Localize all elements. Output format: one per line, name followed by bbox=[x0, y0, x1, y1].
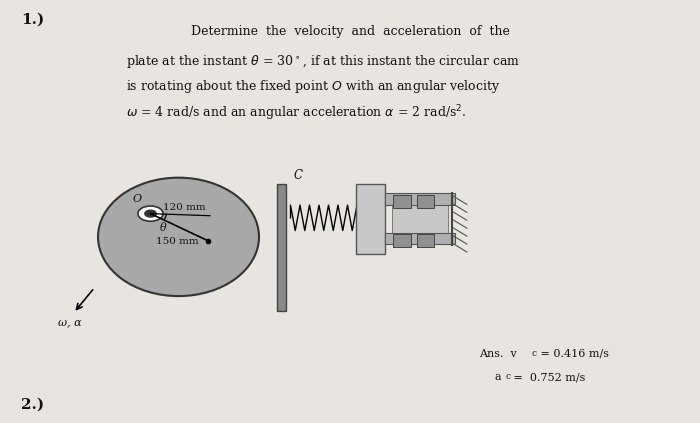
Text: c: c bbox=[505, 372, 510, 381]
Text: C: C bbox=[294, 169, 303, 182]
Bar bbox=[393, 195, 411, 208]
Bar bbox=[276, 184, 286, 311]
Bar bbox=[392, 205, 448, 233]
Text: 1.): 1.) bbox=[21, 13, 44, 27]
Bar bbox=[416, 234, 434, 247]
Text: = 0.416 m/s: = 0.416 m/s bbox=[537, 349, 609, 359]
Bar bbox=[356, 184, 385, 254]
Text: $\omega$ = 4 rad/s and an angular acceleration $\alpha$ = 2 rad/s$^2$.: $\omega$ = 4 rad/s and an angular accele… bbox=[126, 104, 466, 123]
Text: Ans.  v: Ans. v bbox=[480, 349, 517, 359]
Text: 120 mm: 120 mm bbox=[163, 203, 206, 212]
Text: ω, α: ω, α bbox=[58, 317, 82, 327]
Circle shape bbox=[145, 210, 156, 217]
Text: plate at the instant $\theta$ = 30$^\circ$, if at this instant the circular cam: plate at the instant $\theta$ = 30$^\cir… bbox=[126, 53, 520, 70]
Ellipse shape bbox=[98, 178, 259, 296]
Bar bbox=[385, 233, 455, 244]
Text: Determine  the  velocity  and  acceleration  of  the: Determine the velocity and acceleration … bbox=[190, 25, 510, 38]
Bar bbox=[393, 234, 411, 247]
Text: c: c bbox=[532, 349, 537, 358]
Text: θ: θ bbox=[160, 223, 167, 233]
Bar bbox=[416, 195, 434, 208]
Text: O: O bbox=[133, 194, 142, 204]
Bar bbox=[385, 193, 455, 205]
Text: a: a bbox=[495, 372, 501, 382]
Text: 2.): 2.) bbox=[21, 398, 44, 412]
Text: =  0.752 m/s: = 0.752 m/s bbox=[510, 372, 586, 382]
Text: is rotating about the fixed point $O$ with an angular velocity: is rotating about the fixed point $O$ wi… bbox=[126, 78, 500, 95]
Text: 150 mm: 150 mm bbox=[156, 237, 199, 246]
Circle shape bbox=[138, 206, 163, 221]
